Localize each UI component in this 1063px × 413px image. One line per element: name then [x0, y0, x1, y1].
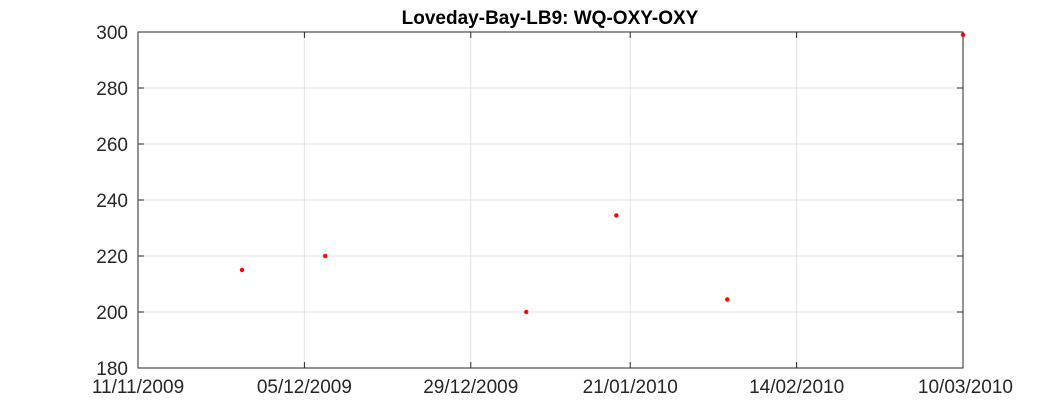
y-tick-label: 180: [96, 359, 128, 380]
data-points: [239, 32, 966, 315]
data-point: [524, 309, 529, 315]
y-tick-label: 200: [96, 303, 128, 324]
x-tick-label: 21/01/2010: [583, 377, 678, 398]
chart-title: Loveday-Bay-LB9: WQ-OXY-OXY: [402, 8, 699, 29]
data-point: [614, 213, 619, 218]
data-point: [960, 32, 966, 37]
grid-lines: [137, 31, 964, 369]
data-point: [322, 253, 328, 259]
y-tick-label: 280: [96, 79, 128, 100]
data-point: [239, 267, 245, 273]
x-tick-label: 29/12/2009: [423, 377, 518, 398]
y-tick-label: 260: [96, 135, 128, 156]
x-tick-label: 14/02/2010: [749, 377, 844, 398]
y-tick-label: 220: [96, 247, 128, 268]
x-tick-label: 10/03/2010: [918, 377, 1013, 398]
data-point: [725, 297, 730, 302]
axis-ticks: 180 200 220 240 260 280 300 11/11/2009 05/12/200…: [92, 23, 1013, 398]
y-tick-label: 300: [96, 23, 128, 44]
x-tick-label: 05/12/2009: [257, 377, 352, 398]
x-tick-label: 11/11/2009: [92, 377, 184, 398]
y-tick-label: 240: [96, 191, 128, 212]
